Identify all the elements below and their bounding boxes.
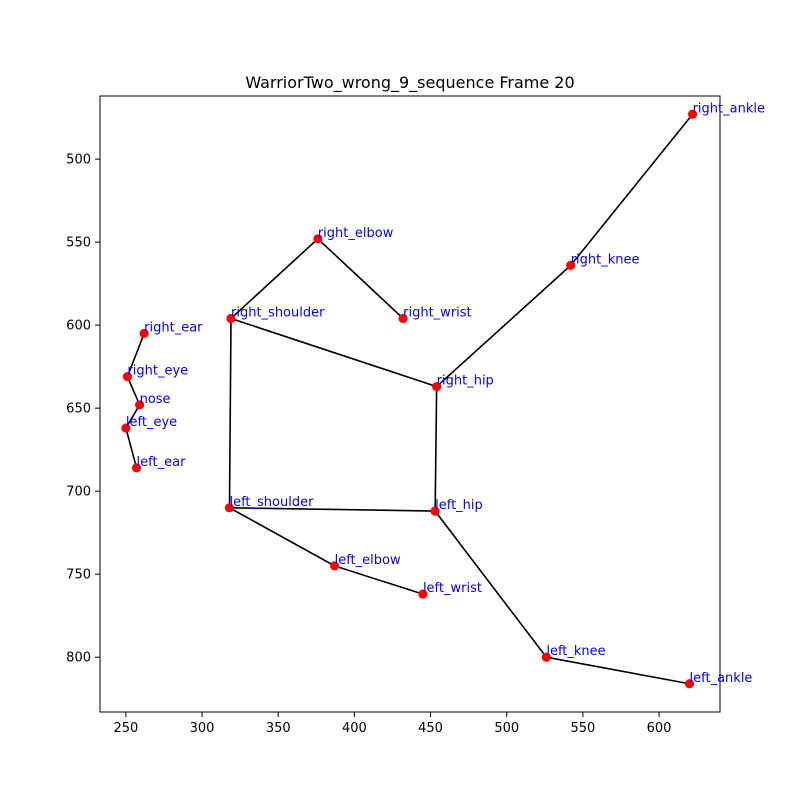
keypoint-label-nose: nose (140, 392, 171, 407)
keypoint-label-left_ankle: left_ankle (690, 671, 753, 686)
connection-right_shoulder-left_shoulder (228, 318, 232, 508)
x-tick-label: 600 (647, 721, 672, 736)
keypoint-right_hip (432, 381, 442, 392)
keypoint-label-left_eye: left_eye (126, 415, 177, 430)
connection-left_knee-left_ankle (546, 656, 690, 685)
keypoint-label-right_hip: right_hip (437, 374, 494, 389)
x-tick-label: 300 (190, 721, 215, 736)
keypoint-left_ankle (684, 679, 695, 689)
connection-left_hip-left_knee (434, 510, 547, 658)
keypoints (121, 109, 698, 689)
keypoint-label-right_elbow: right_elbow (318, 226, 394, 241)
keypoint-right_knee (566, 260, 576, 270)
keypoint-label-right_knee: right_knee (571, 252, 640, 267)
keypoint-label-left_knee: left_knee (546, 644, 605, 659)
keypoint-label-left_hip: left_hip (435, 498, 483, 513)
keypoint-right_shoulder (226, 313, 236, 324)
connection-right_knee-right_ankle (570, 113, 694, 266)
keypoint-label-left_wrist: left_wrist (423, 581, 482, 596)
connection-left_shoulder-left_elbow (229, 507, 335, 567)
keypoint-left_hip (430, 506, 440, 516)
keypoint-right_ankle (687, 109, 698, 119)
keypoint-right_eye (122, 372, 133, 382)
y-tick-label: 650 (66, 402, 91, 417)
keypoint-left_shoulder (224, 503, 235, 513)
keypoint-label-right_ear: right_ear (144, 320, 203, 335)
keypoint-left_elbow (329, 561, 340, 571)
x-tick-label: 550 (570, 721, 595, 736)
y-tick-label: 550 (66, 236, 91, 251)
x-tick-label: 450 (418, 721, 443, 736)
connection-left_shoulder-left_hip (229, 506, 436, 512)
keypoint-left_ear (131, 463, 142, 473)
connection-left_eye-left_ear (125, 427, 138, 469)
connection-right_elbow-right_wrist (317, 238, 404, 320)
keypoint-label-left_shoulder: left_shoulder (229, 495, 314, 510)
skeleton-connections (125, 113, 694, 685)
x-axis: 250 300 350 400 450 500 550 600 (113, 712, 671, 736)
x-tick-label: 350 (266, 721, 291, 736)
connection-right_hip-left_hip (434, 386, 438, 512)
y-tick-label: 800 (66, 651, 91, 666)
y-tick-label: 700 (66, 485, 91, 500)
x-tick-label: 500 (494, 721, 519, 736)
keypoint-label-right_wrist: right_wrist (403, 305, 472, 320)
keypoint-right_elbow (313, 234, 323, 244)
y-tick-label: 500 (66, 153, 91, 168)
connection-left_elbow-left_wrist (334, 565, 424, 595)
keypoint-right_ear (139, 328, 149, 339)
y-axis: 500 550 600 650 700 750 800 (66, 153, 100, 666)
y-tick-label: 750 (66, 568, 91, 583)
keypoint-label-left_ear: left_ear (137, 455, 187, 470)
x-tick-label: 250 (113, 721, 138, 736)
keypoint-label-right_eye: right_eye (127, 364, 188, 379)
connection-right_shoulder-right_elbow (230, 238, 319, 320)
keypoint-left_wrist (418, 589, 428, 599)
keypoint-label-left_elbow: left_elbow (335, 553, 401, 568)
keypoint-label-right_ankle: right_ankle (693, 101, 765, 116)
y-tick-label: 600 (66, 319, 91, 334)
connection-right_eye-nose (126, 376, 141, 406)
x-tick-label: 400 (342, 721, 367, 736)
chart-title: WarriorTwo_wrong_9_sequence Frame 20 (245, 73, 574, 93)
connection-right_shoulder-right_hip (230, 317, 437, 388)
keypoint-left_eye (121, 423, 131, 433)
connection-right_hip-right_knee (436, 264, 572, 388)
keypoint-nose (135, 400, 145, 410)
keypoint-labels: nose right_eye left_eye right_ear left_ear ri… (126, 101, 765, 686)
keypoint-label-right_shoulder: right_shoulder (231, 305, 325, 320)
connection-right_ear-right_eye (126, 333, 145, 377)
plot-area-frame (99, 95, 721, 713)
keypoint-left_knee (541, 652, 551, 662)
keypoint-right_wrist (398, 313, 408, 324)
